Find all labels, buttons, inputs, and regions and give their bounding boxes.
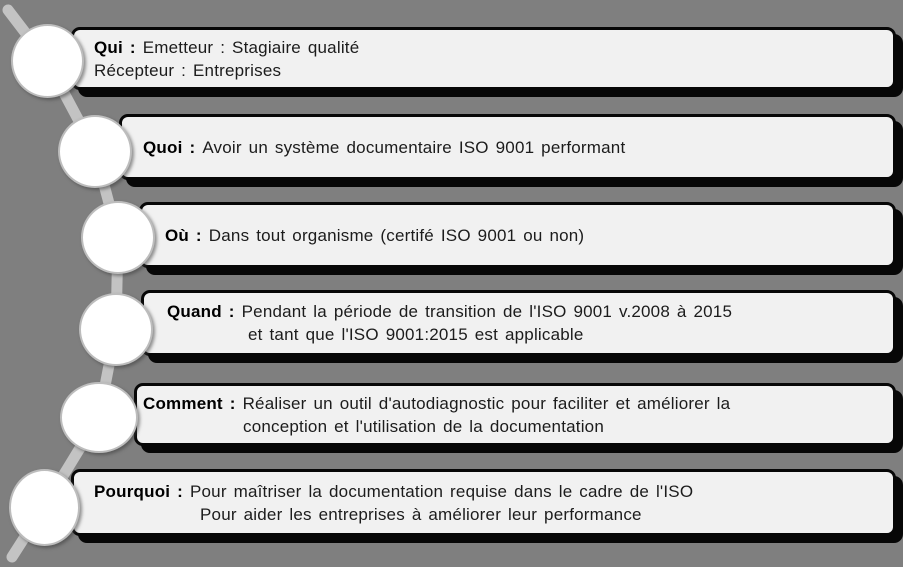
bar-quand-line1: Quand : Pendant la période de transition … [167,300,883,323]
bar-comment-line1: Comment : Réaliser un outil d'autodiagnos… [143,392,883,415]
bar-quoi-line1: Quoi : Avoir un système documentaire ISO … [143,136,883,159]
bar-quoi: Quoi : Avoir un système documentaire ISO … [119,114,896,180]
bar-quand-text: Pendant la période de transition de l'IS… [241,302,733,321]
bar-comment: Comment : Réaliser un outil d'autodiagnos… [134,383,896,446]
bar-qui-line2: Récepteur : Entreprises [94,60,282,80]
bar-ou-text: Dans tout organisme (certifé ISO 9001 ou… [208,225,585,245]
bar-pourquoi-line2: Pour aider les entreprises à améliorer l… [200,504,642,524]
bar-comment-label: Comment : [143,393,236,413]
bar-pourquoi-line1: Pourquoi : Pour maîtriser la documentatio… [94,480,883,503]
bar-ou-label: Où : [165,225,202,245]
bar-quoi-label: Quoi : [143,137,196,157]
bar-ou: Où : Dans tout organisme (certifé ISO 900… [139,202,896,268]
bar-qui-line1: Qui : Emetteur : Stagiaire qualité [94,36,883,59]
bar-comment-text: Réaliser un outil d'autodiagnostic pour … [242,393,731,413]
bar-quand-label: Quand : [167,302,235,321]
bar-quoi-text: Avoir un système documentaire ISO 9001 p… [202,137,626,157]
bar-pourquoi-label: Pourquoi : [94,481,183,501]
bar-qui-text: Emetteur : Stagiaire qualité [142,37,360,57]
bar-pourquoi-text: Pour maîtriser la documentation requise … [189,481,694,501]
step-circle-ou [81,201,155,274]
bar-quand: Quand : Pendant la période de transition … [141,290,896,356]
bar-qui-label: Qui : [94,37,136,57]
bar-qui: Qui : Emetteur : Stagiaire qualité Récept… [71,27,896,90]
bar-quand-line2: et tant que l'ISO 9001:2015 est applicab… [248,325,584,344]
bar-ou-line1: Où : Dans tout organisme (certifé ISO 900… [165,224,883,247]
bar-pourquoi: Pourquoi : Pour maîtriser la documentatio… [71,469,896,536]
step-circle-pourquoi [9,469,80,546]
step-circle-comment [60,382,138,453]
step-circle-qui [11,24,84,98]
step-circle-quoi [58,115,132,188]
bar-comment-line2: conception et l'utilisation de la docume… [243,416,604,436]
step-circle-quand [79,293,153,366]
